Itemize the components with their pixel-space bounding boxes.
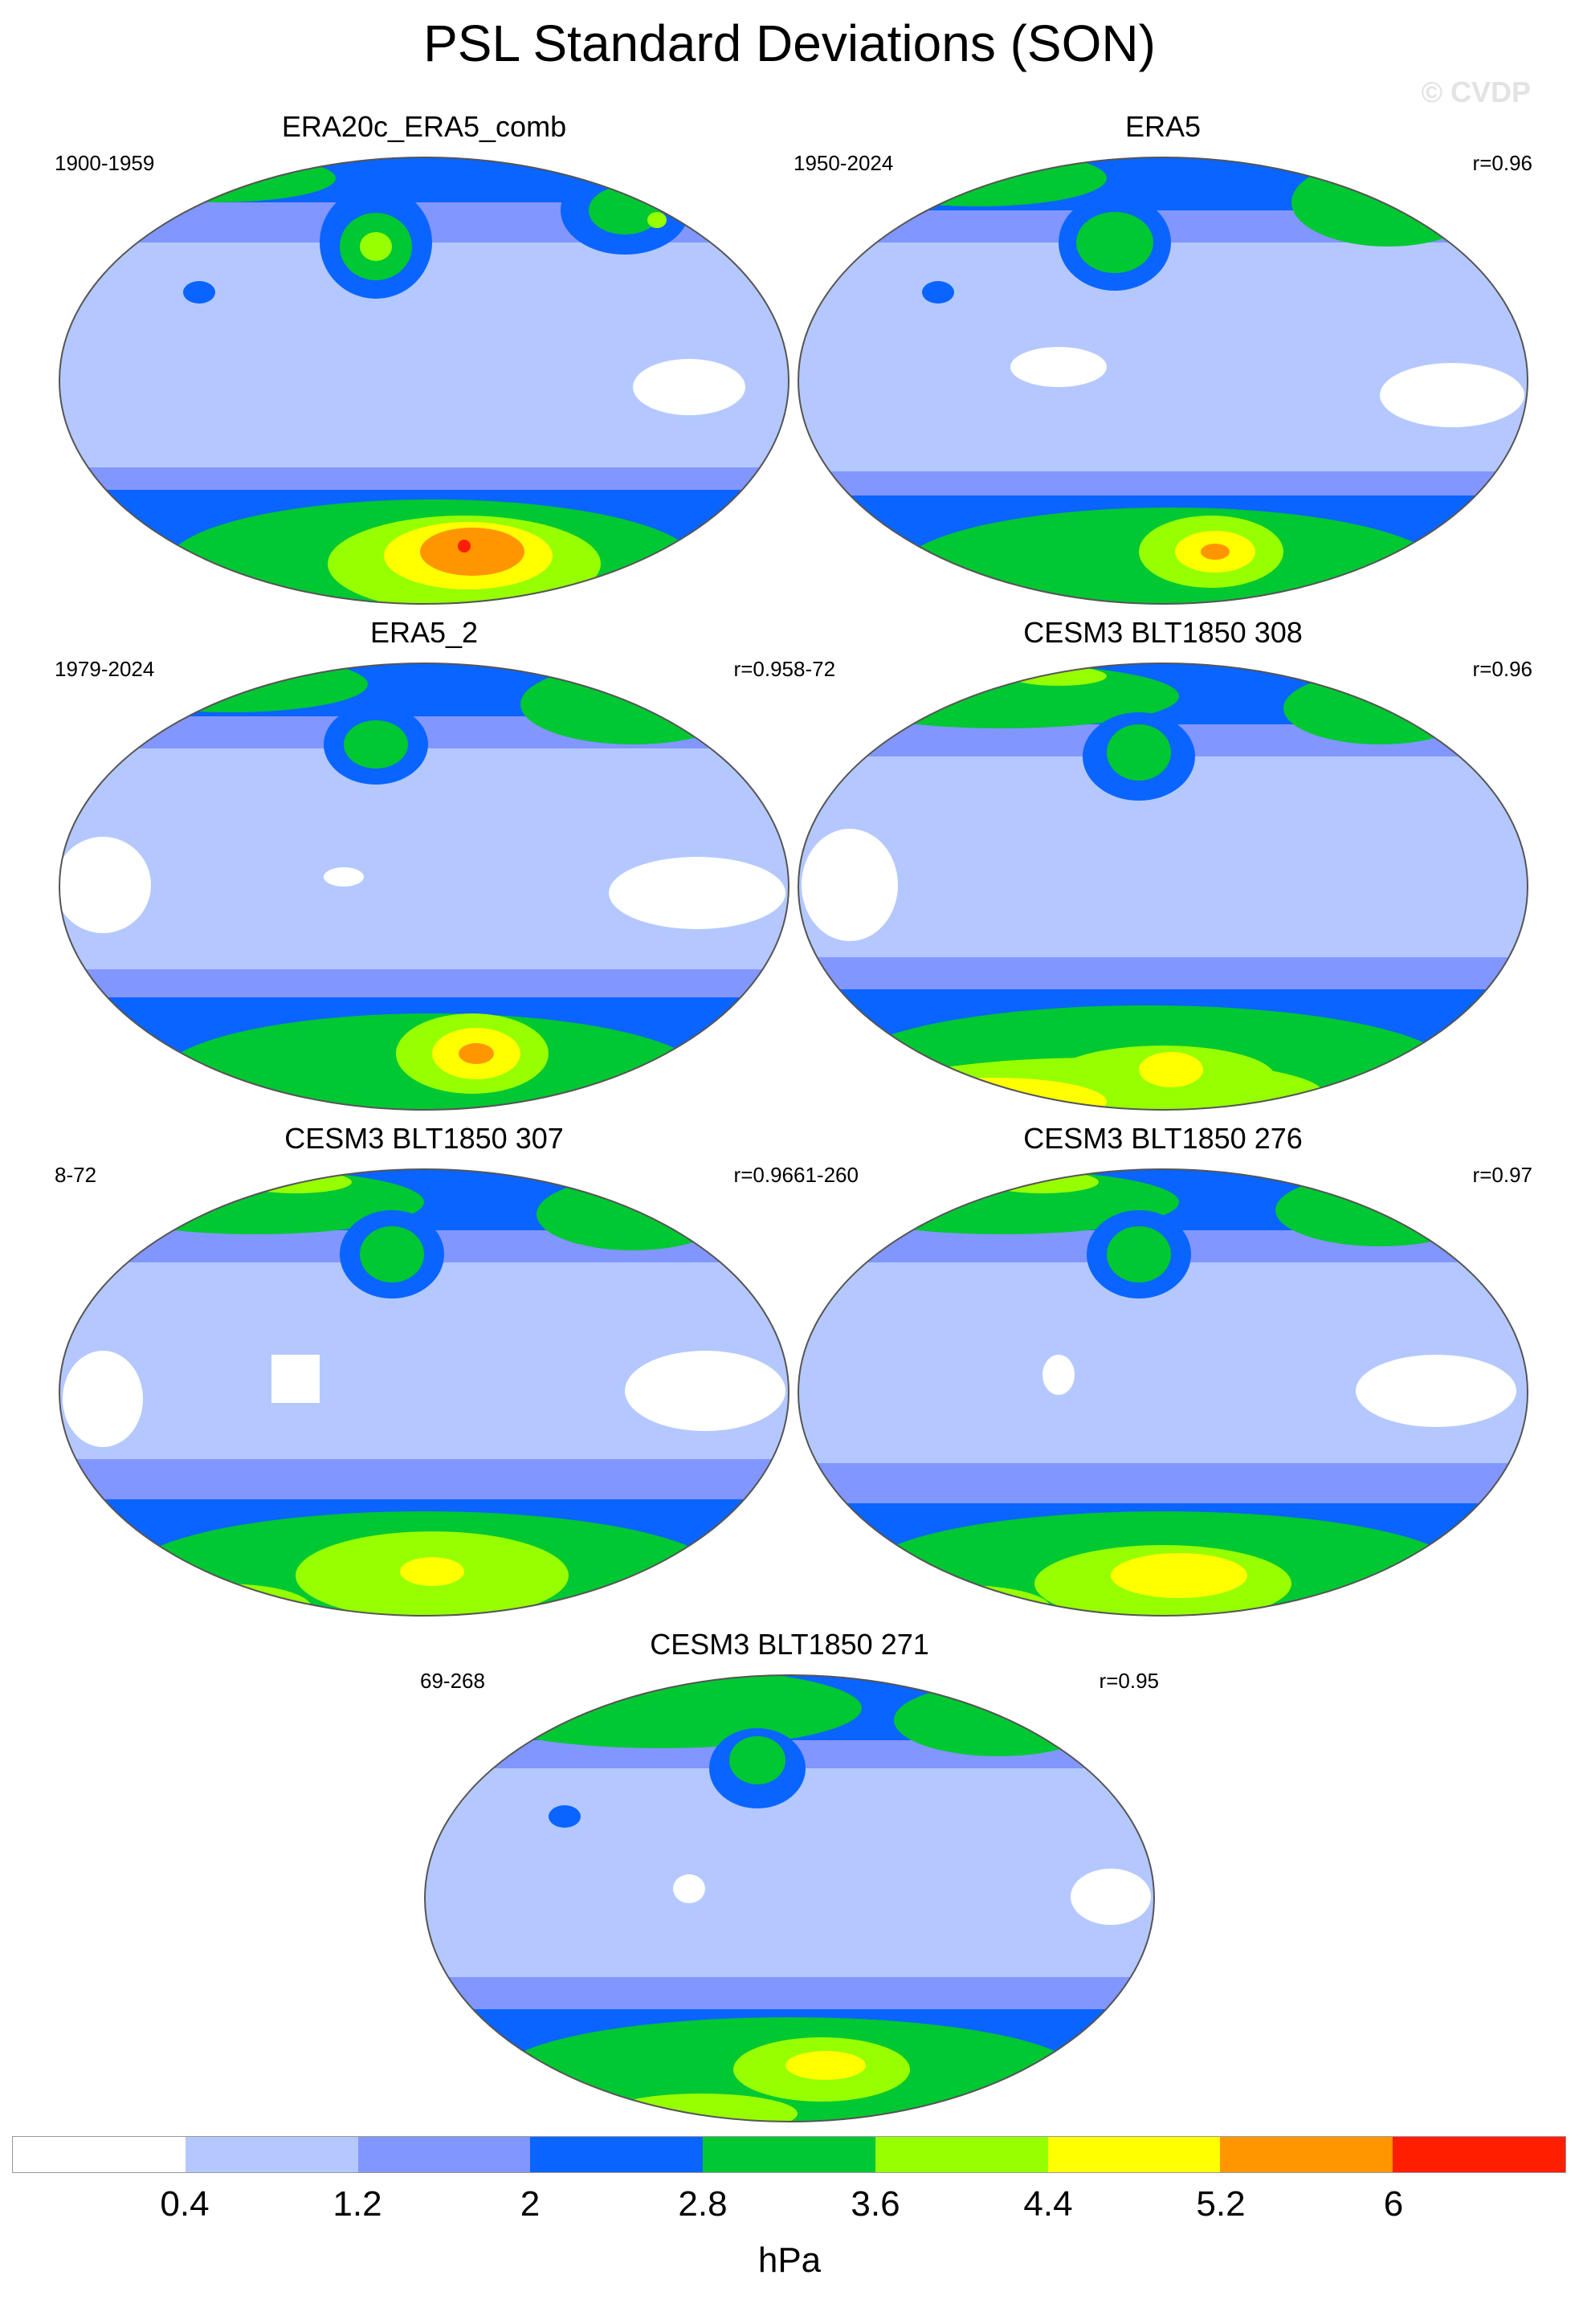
panel-title: ERA20c_ERA5_comb — [281, 110, 567, 143]
panel-title: CESM3 BLT1850 308 — [1023, 616, 1303, 649]
colorbar-swatch-1 — [13, 2137, 186, 2172]
panel-years: 8-72 — [55, 1163, 97, 1187]
panel-title: CESM3 BLT1850 276 — [1023, 1122, 1303, 1155]
psl-stddev-map — [798, 1168, 1528, 1617]
map-panel-5: CESM3 BLT1850 307 8-72 r=0.96 — [55, 1121, 794, 1619]
map-panel-3: ERA5_2 1979-2024 r=0.95 — [55, 615, 794, 1113]
colorbar-swatch-7 — [1047, 2137, 1221, 2172]
panel-title: CESM3 BLT1850 271 — [650, 1628, 929, 1661]
colorbar-label: 2 — [520, 2184, 541, 2224]
colorbar-swatch-5 — [703, 2137, 875, 2172]
colorbar-label: 5.2 — [1196, 2184, 1246, 2224]
map-panel-7: CESM3 BLT1850 271 69-268 r=0.95 — [420, 1627, 1159, 2125]
panel-years: 1900-1959 — [55, 151, 155, 175]
psl-stddev-map — [59, 663, 790, 1111]
colorbar-label: 6 — [1383, 2184, 1404, 2224]
panel-correlation: r=0.97 — [1472, 1163, 1532, 1187]
panel-correlation: r=0.95 — [1099, 1669, 1159, 1693]
psl-stddev-map — [424, 1674, 1155, 2122]
map-panel-2: ERA5 1950-2024 r=0.96 — [794, 109, 1532, 607]
colorbar-label: 4.4 — [1023, 2184, 1073, 2224]
map-panel-4: CESM3 BLT1850 308 8-72 r=0.96 — [794, 615, 1532, 1113]
panel-years: 1979-2024 — [55, 657, 155, 681]
colorbar-swatch-4 — [530, 2137, 704, 2172]
colorbar-label: 2.8 — [678, 2184, 728, 2224]
panel-correlation: r=0.96 — [1472, 657, 1532, 681]
figure-title: PSL Standard Deviations (SON) — [423, 14, 1156, 72]
panel-years: 8-72 — [794, 657, 836, 681]
map-panel-6: CESM3 BLT1850 276 61-260 r=0.97 — [794, 1121, 1532, 1619]
units-label: hPa — [757, 2240, 822, 2280]
panel-title: ERA5 — [1124, 110, 1202, 143]
panel-years: 69-268 — [420, 1669, 485, 1693]
colorbar-swatch-3 — [357, 2137, 531, 2172]
panel-title: ERA5_2 — [369, 616, 479, 649]
colorbar-label: 3.6 — [851, 2184, 900, 2224]
panel-correlation: r=0.96 — [733, 1163, 794, 1187]
panel-years: 61-260 — [794, 1163, 859, 1187]
panel-correlation: r=0.95 — [733, 657, 794, 681]
psl-stddev-map — [798, 663, 1528, 1111]
panel-years: 1950-2024 — [794, 151, 894, 175]
panel-title: CESM3 BLT1850 307 — [284, 1122, 564, 1155]
psl-stddev-map — [59, 157, 790, 605]
colorbar — [12, 2136, 1566, 2173]
colorbar-swatch-9 — [1393, 2137, 1566, 2172]
colorbar-labels: 0.4 1.2 2 2.8 3.6 4.4 5.2 6 — [0, 2184, 1579, 2232]
map-panel-1: ERA20c_ERA5_comb 1900-1959 — [55, 109, 794, 607]
colorbar-label: 1.2 — [333, 2184, 382, 2224]
colorbar-label: 0.4 — [160, 2184, 210, 2224]
cvdp-watermark: © CVDP — [1421, 75, 1531, 108]
colorbar-swatch-8 — [1220, 2137, 1393, 2172]
panel-correlation: r=0.96 — [1472, 151, 1532, 175]
colorbar-swatch-6 — [875, 2137, 1048, 2172]
psl-stddev-map — [59, 1168, 790, 1617]
psl-stddev-map — [798, 157, 1528, 605]
colorbar-swatch-2 — [185, 2137, 358, 2172]
